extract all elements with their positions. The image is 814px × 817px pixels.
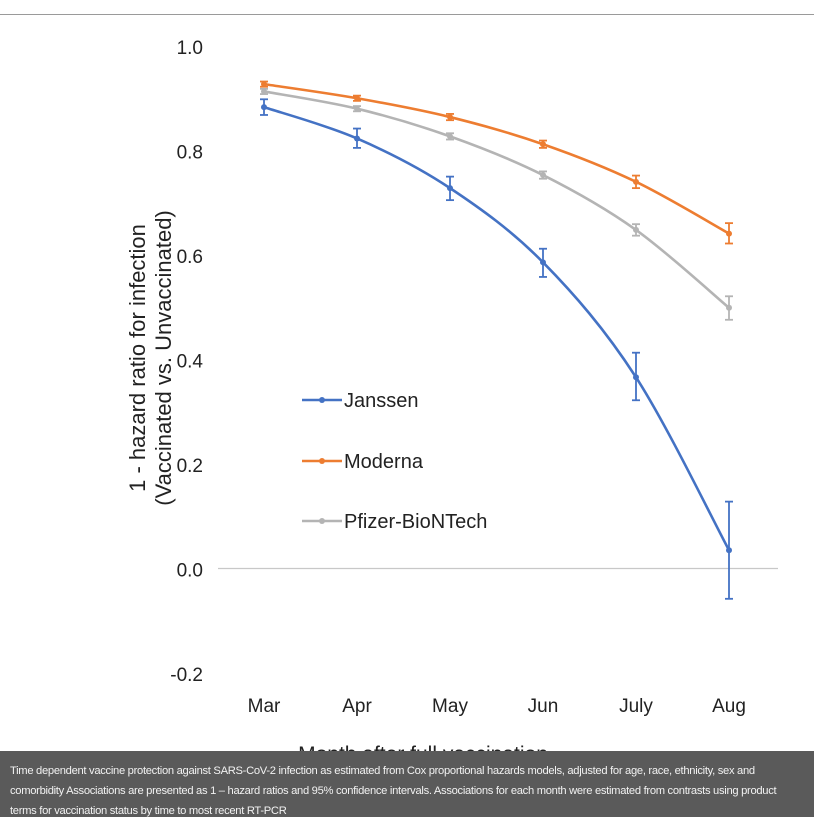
- legend-label: Janssen: [344, 390, 419, 412]
- top-border: [0, 0, 814, 15]
- y-axis: -0.2 0.0 0.2 0.4 0.6 0.8 1.0: [170, 38, 778, 686]
- data-point: [261, 104, 267, 111]
- data-point: [726, 304, 732, 311]
- legend: Janssen Moderna Pfizer-BioNTech: [302, 390, 487, 533]
- data-point: [633, 226, 639, 233]
- series-line-moderna: [263, 82, 730, 235]
- data-point: [354, 105, 360, 112]
- y-tick-label: -0.2: [170, 665, 203, 686]
- series-line-janssen: [263, 105, 731, 551]
- series-janssen: [260, 98, 733, 600]
- data-point: [540, 259, 546, 266]
- y-axis-label-line: 1 - hazard ratio for infection: [125, 224, 150, 492]
- x-axis: Mar Apr May Jun July Aug: [248, 696, 746, 717]
- y-tick-label: 0.0: [177, 561, 203, 582]
- y-tick-label: 0.4: [177, 352, 204, 373]
- series-layer: [260, 80, 733, 600]
- x-axis-label: Month after full vaccination: [298, 743, 548, 751]
- x-tick-label: Mar: [248, 696, 281, 717]
- x-tick-label: Aug: [712, 696, 746, 717]
- data-point: [447, 114, 453, 121]
- x-tick-label: July: [619, 696, 653, 717]
- y-tick-label: 0.2: [177, 456, 203, 477]
- data-point: [726, 547, 732, 554]
- legend-label: Moderna: [344, 451, 424, 473]
- line-chart: -0.2 0.0 0.2 0.4 0.6 0.8 1.0 Mar Apr May Jun July A…: [125, 38, 778, 751]
- legend-item-moderna: Moderna: [302, 451, 424, 473]
- data-point: [633, 178, 639, 185]
- data-point: [633, 374, 639, 381]
- y-tick-label: 0.6: [177, 247, 203, 268]
- series-pfizer-biontech: [260, 87, 733, 321]
- data-point: [447, 133, 453, 140]
- figure-caption: Time dependent vaccine protection agains…: [0, 751, 814, 817]
- x-tick-label: Jun: [528, 696, 559, 717]
- data-point: [726, 230, 732, 237]
- series-line-pfizer-biontech: [263, 90, 730, 309]
- legend-label: Pfizer-BioNTech: [344, 511, 487, 533]
- legend-marker: [319, 397, 325, 403]
- x-tick-label: Apr: [342, 696, 372, 717]
- data-point: [540, 172, 546, 179]
- data-point: [261, 81, 267, 88]
- y-axis-label: 1 - hazard ratio for infection (Vaccinate…: [125, 210, 176, 506]
- y-tick-label: 1.0: [177, 38, 203, 59]
- legend-item-janssen: Janssen: [302, 390, 419, 412]
- data-point: [261, 88, 267, 95]
- legend-marker: [319, 458, 325, 464]
- legend-marker: [319, 518, 325, 524]
- data-point: [447, 185, 453, 192]
- data-point: [354, 95, 360, 102]
- series-moderna: [260, 80, 733, 245]
- legend-item-pfizer-biontech: Pfizer-BioNTech: [302, 511, 487, 533]
- x-tick-label: May: [432, 696, 468, 717]
- y-axis-label-line: (Vaccinated vs. Unvaccinated): [151, 210, 176, 506]
- y-tick-label: 0.8: [177, 143, 203, 164]
- data-point: [540, 141, 546, 148]
- data-point: [354, 135, 360, 142]
